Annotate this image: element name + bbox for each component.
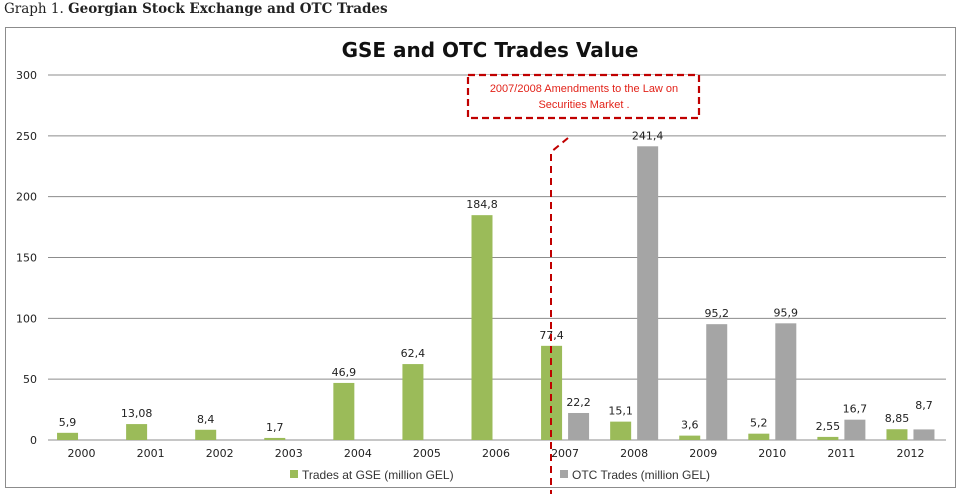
bar-gse xyxy=(57,432,79,440)
bar-gse xyxy=(541,345,563,440)
data-label: 2,55 xyxy=(816,420,841,433)
y-tick-label: 0 xyxy=(30,434,37,447)
x-tick-label: 2009 xyxy=(689,447,717,460)
legend-label-otc: OTC Trades (million GEL) xyxy=(572,468,710,482)
data-label: 184,8 xyxy=(466,198,498,211)
data-label: 95,2 xyxy=(704,307,729,320)
x-tick-label: 2006 xyxy=(482,447,510,460)
bar-gse xyxy=(748,433,770,440)
gridlines xyxy=(48,74,946,441)
bar-gse xyxy=(679,435,701,440)
y-axis: 0 50 100 150 200 250 300 xyxy=(16,69,37,447)
bar-gse xyxy=(126,424,148,440)
x-tick-label: 2005 xyxy=(413,447,441,460)
bar-otc xyxy=(913,429,935,440)
legend-swatch-otc xyxy=(560,470,568,478)
bar-otc xyxy=(568,412,590,440)
bars: 5,913,08 8,41,746,962,4184,877,422,215,12… xyxy=(57,129,935,440)
x-tick-label: 2000 xyxy=(68,447,96,460)
x-tick-label: 2008 xyxy=(620,447,648,460)
x-axis: 2000 2001 2002 2003 2004 2005 2006 2007 2008 2009… xyxy=(68,447,925,460)
data-label: 8,7 xyxy=(915,399,933,412)
x-tick-label: 2002 xyxy=(206,447,234,460)
legend-label-gse: Trades at GSE (million GEL) xyxy=(302,468,454,482)
data-label: 8,85 xyxy=(885,412,910,425)
y-tick-label: 250 xyxy=(16,130,37,143)
bar-gse xyxy=(195,429,217,440)
bar-otc xyxy=(706,324,728,440)
data-label: 8,4 xyxy=(197,413,215,426)
y-tick-label: 300 xyxy=(16,69,37,82)
x-tick-label: 2007 xyxy=(551,447,579,460)
data-label: 5,9 xyxy=(59,416,77,429)
data-label: 1,7 xyxy=(266,421,284,434)
bar-gse xyxy=(264,437,286,440)
x-tick-label: 2010 xyxy=(758,447,786,460)
x-tick-label: 2012 xyxy=(896,447,924,460)
annotation-box xyxy=(466,73,701,120)
caption-prefix: Graph 1. xyxy=(4,1,64,17)
y-tick-label: 100 xyxy=(16,312,37,325)
data-label: 241,4 xyxy=(632,129,664,142)
bar-gse xyxy=(333,382,355,440)
data-label: 5,2 xyxy=(750,417,768,430)
y-tick-label: 200 xyxy=(16,191,37,204)
annotation-marker-line xyxy=(550,137,569,494)
bar-otc xyxy=(637,146,659,440)
y-tick-label: 150 xyxy=(16,252,37,265)
data-label: 16,7 xyxy=(843,403,868,416)
data-label: 95,9 xyxy=(774,306,799,319)
bar-gse xyxy=(886,429,908,440)
x-tick-label: 2004 xyxy=(344,447,372,460)
data-label: 22,2 xyxy=(566,396,591,409)
bar-otc xyxy=(844,419,866,440)
data-label: 46,9 xyxy=(332,366,357,379)
annotation: 2007/2008 Amendments to the Law on Secur… xyxy=(466,73,701,494)
annotation-line-2: Securities Market . xyxy=(538,99,629,111)
bar-gse xyxy=(610,421,632,440)
bar-gse xyxy=(402,364,424,440)
x-tick-label: 2011 xyxy=(827,447,855,460)
data-label: 13,08 xyxy=(121,407,153,420)
data-label: 15,1 xyxy=(608,405,633,418)
data-label: 62,4 xyxy=(401,347,426,360)
figure-caption: Graph 1. Georgian Stock Exchange and OTC… xyxy=(4,1,388,17)
data-label: 3,6 xyxy=(681,419,699,432)
x-tick-label: 2001 xyxy=(137,447,165,460)
legend-swatch-gse xyxy=(290,470,298,478)
bar-gse xyxy=(471,215,493,440)
x-tick-label: 2003 xyxy=(275,447,303,460)
chart-frame xyxy=(5,27,956,488)
caption-title: Georgian Stock Exchange and OTC Trades xyxy=(68,1,388,17)
y-tick-label: 50 xyxy=(23,373,37,386)
chart-title: GSE and OTC Trades Value xyxy=(342,38,639,62)
legend: Trades at GSE (million GEL) OTC Trades (… xyxy=(290,468,710,482)
bar-otc xyxy=(775,323,797,440)
annotation-line-1: 2007/2008 Amendments to the Law on xyxy=(490,83,678,95)
bar-gse xyxy=(817,436,839,440)
